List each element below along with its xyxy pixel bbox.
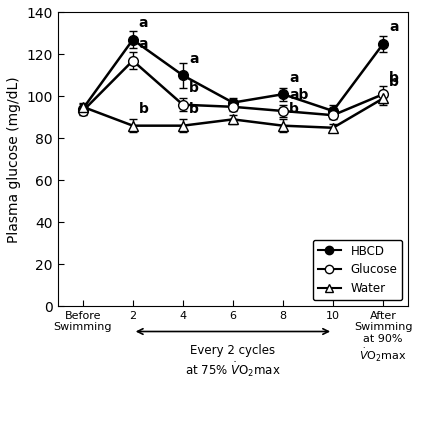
Text: b: b [389, 75, 399, 89]
Legend: HBCD, Glucose, Water: HBCD, Glucose, Water [313, 240, 402, 300]
Text: b: b [189, 81, 199, 95]
Text: b: b [289, 102, 299, 116]
Text: b: b [389, 71, 399, 85]
Text: a: a [389, 20, 399, 34]
Text: b: b [139, 102, 149, 116]
Text: ab: ab [289, 88, 308, 102]
Y-axis label: Plasma glucose (mg/dL): Plasma glucose (mg/dL) [7, 76, 21, 243]
Text: b: b [189, 102, 199, 116]
Text: Every 2 cycles
at 75% $\dot{V}$O$_2$max: Every 2 cycles at 75% $\dot{V}$O$_2$max [185, 344, 281, 379]
Text: a: a [139, 37, 148, 51]
Text: a: a [289, 71, 298, 85]
Text: a: a [189, 52, 198, 66]
Text: a: a [139, 16, 148, 30]
